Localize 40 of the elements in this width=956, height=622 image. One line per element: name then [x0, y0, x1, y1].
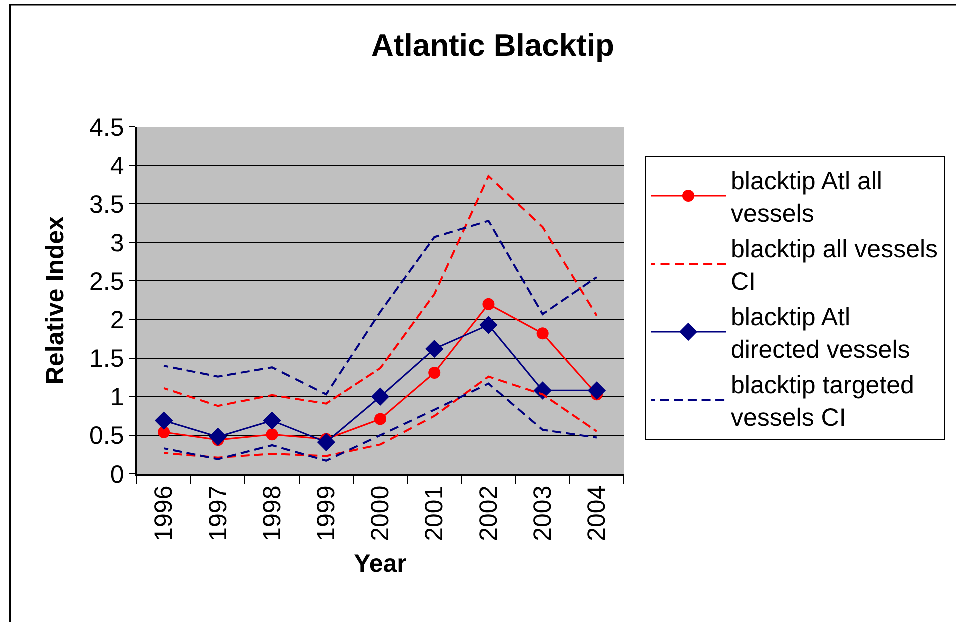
y-axis-title: Relative Index	[42, 216, 70, 385]
point	[158, 426, 170, 438]
y-tick-label: 3.5	[89, 190, 124, 219]
line-series	[163, 220, 598, 396]
point	[536, 328, 549, 340]
point	[266, 428, 278, 441]
x-tick-label: 2001	[420, 486, 449, 542]
y-tick-label: 0	[110, 460, 124, 489]
x-tick-label: 2004	[583, 486, 612, 542]
point	[534, 382, 552, 400]
x-tick-label: 2000	[366, 486, 395, 542]
point	[480, 316, 498, 334]
x-tick-label: 2002	[474, 486, 503, 542]
point	[263, 412, 282, 430]
y-tick-label: 4	[110, 152, 124, 180]
point	[154, 412, 174, 430]
point	[317, 433, 336, 452]
line-series	[163, 175, 598, 408]
point	[209, 428, 228, 446]
point	[374, 413, 386, 426]
legend-label: blacktip targeted vessels CI	[731, 372, 914, 432]
x-tick-label: 1999	[312, 486, 341, 542]
point	[428, 366, 441, 379]
point	[588, 382, 606, 400]
x-tick-label: 1996	[150, 486, 178, 542]
y-tick-label: 0.5	[89, 422, 124, 450]
x-tick-label: 1998	[258, 486, 286, 542]
x-axis-title: Year	[354, 550, 408, 578]
y-tick-label: 2.5	[89, 268, 124, 296]
point	[371, 388, 390, 406]
x-tick-label: 1997	[204, 486, 232, 542]
y-tick-label: 1.5	[89, 345, 124, 374]
y-tick-label: 1	[110, 384, 124, 412]
y-tick-label: 4.5	[89, 114, 124, 142]
y-tick-label: 2	[110, 306, 124, 335]
x-tick-label: 2003	[528, 486, 557, 542]
y-tick-label: 3	[110, 229, 124, 258]
point	[426, 340, 444, 358]
point	[482, 298, 495, 310]
chart-title: Atlantic Blacktip	[372, 28, 614, 63]
